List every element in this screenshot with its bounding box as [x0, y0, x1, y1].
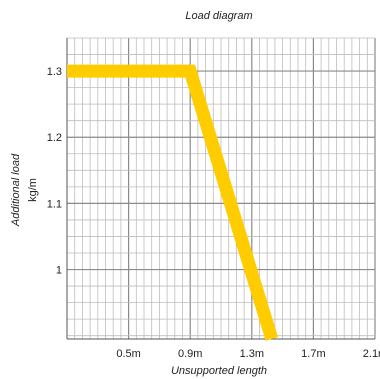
- y-axis-label-group: Additional load: [10, 153, 22, 227]
- x-axis-label: Unsupported length: [171, 365, 267, 377]
- y-tick-label: 1.3: [47, 66, 62, 78]
- y-axis-unit-group: kg/m: [27, 178, 39, 202]
- y-axis-label: Additional load: [10, 153, 22, 227]
- y-tick-label: 1.1: [47, 198, 62, 210]
- x-tick-label: 0.9m: [178, 348, 202, 360]
- y-tick-labels: 1 1.1 1.2 1.3: [47, 66, 62, 276]
- x-tick-label: 2.1m: [363, 348, 380, 360]
- axes: [66, 38, 375, 340]
- y-tick-label: 1: [56, 265, 62, 277]
- x-tick-label: 1.7m: [301, 348, 325, 360]
- x-tick-label: 0.5m: [116, 348, 140, 360]
- y-tick-label: 1.2: [47, 132, 62, 144]
- grid: [66, 37, 376, 339]
- chart-title: Load diagram: [185, 10, 252, 22]
- x-tick-label: 1.3m: [240, 348, 264, 360]
- series-layer: [67, 64, 279, 341]
- y-axis-unit: kg/m: [27, 178, 39, 202]
- load-series-line: [67, 64, 279, 341]
- x-tick-labels: 0.5m 0.9m 1.3m 1.7m 2.1m: [116, 348, 380, 360]
